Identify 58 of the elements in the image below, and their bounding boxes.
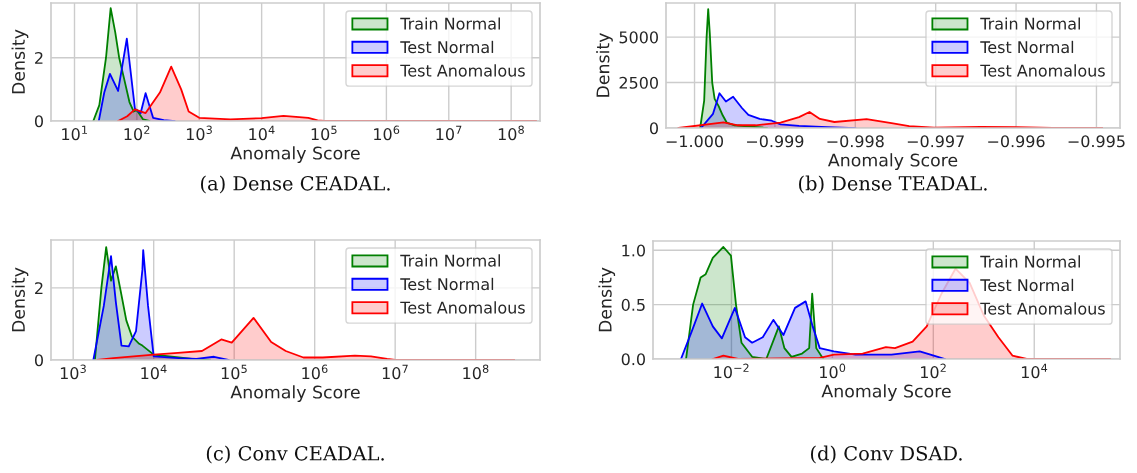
- y-tick-label: 2: [35, 282, 43, 294]
- x-axis-title: Anomaly Score: [827, 153, 958, 170]
- x-tick-label: 10$^{5}$: [311, 125, 337, 141]
- x-tick-label: 10$^{8}$: [498, 125, 524, 141]
- y-tick-label: 5000: [619, 31, 658, 44]
- y-axis-title: Density: [596, 33, 613, 97]
- legend-label: Test Normal: [980, 40, 1074, 54]
- x-tick-label: 10$^{7}$: [436, 125, 462, 141]
- x-tick-label: 10$^{4}$: [1021, 363, 1048, 379]
- legend-label: Test Anomalous: [980, 302, 1105, 315]
- x-tick-label: 10$^{−2}$: [714, 363, 749, 379]
- y-tick-label: 0: [34, 354, 43, 367]
- x-tick-label: 10$^{1}$: [62, 125, 87, 141]
- x-tick-label: 10$^{7}$: [382, 364, 408, 380]
- legend-label: Test Anomalous: [400, 64, 525, 77]
- y-tick-label: 0.5: [621, 298, 645, 311]
- y-tick-label: 0.0: [621, 353, 645, 366]
- legend-label: Train Normal: [400, 254, 500, 267]
- x-tick-label: 10$^{8}$: [463, 364, 489, 380]
- text: (d) Conv DSAD.: [810, 445, 962, 464]
- x-tick-label: 10$^{4}$: [141, 364, 167, 380]
- legend-label: Test Anomalous: [980, 64, 1105, 77]
- x-tick-label: 10$^{4}$: [249, 125, 275, 141]
- x-axis-title: Anomaly Score: [230, 385, 360, 402]
- x-axis-title: Anomaly Score: [230, 146, 360, 163]
- x-tick-label: −0.998: [827, 135, 884, 148]
- x-tick-label: −0.996: [988, 135, 1045, 148]
- y-tick-label: 0: [34, 115, 43, 128]
- x-tick-label: 10$^{6}$: [374, 125, 400, 141]
- y-tick-label: 2: [35, 51, 43, 64]
- x-tick-label: 10$^{2}$: [921, 363, 946, 379]
- legend-label: Train Normal: [400, 17, 500, 30]
- x-tick-label: 10$^{0}$: [820, 363, 846, 379]
- y-axis-title: Density: [598, 267, 616, 332]
- legend-label: Test Normal: [400, 40, 494, 54]
- x-tick-label: 10$^{6}$: [302, 364, 328, 380]
- x-tick-label: −1.000: [666, 135, 724, 148]
- legend-label: Test Anomalous: [400, 301, 525, 314]
- y-axis-title: Density: [11, 29, 29, 94]
- y-tick-label: 2500: [619, 76, 658, 89]
- x-tick-label: 10$^{2}$: [124, 125, 150, 141]
- legend-label: Train Normal: [980, 17, 1080, 30]
- legend-label: Test Normal: [400, 277, 494, 291]
- x-tick-label: −0.995: [1068, 135, 1125, 148]
- x-tick-label: −0.997: [907, 135, 964, 148]
- y-tick-label: 0: [649, 122, 658, 135]
- x-tick-label: 10$^{3}$: [60, 364, 86, 380]
- x-tick-label: −0.999: [747, 135, 804, 148]
- legend-label: Test Normal: [980, 278, 1074, 292]
- x-tick-label: 10$^{3}$: [186, 125, 212, 141]
- y-axis-title: Density: [11, 267, 29, 332]
- x-tick-label: 10$^{5}$: [221, 364, 247, 380]
- text: (a) Dense CEADAL.: [201, 175, 390, 194]
- x-axis-title: Anomaly Score: [821, 384, 951, 401]
- text: (c) Conv CEADAL.: [206, 445, 384, 464]
- legend-label: Train Normal: [980, 255, 1080, 268]
- text: (b) Dense TEADAL.: [799, 175, 987, 194]
- y-tick-label: 1.0: [622, 244, 645, 257]
